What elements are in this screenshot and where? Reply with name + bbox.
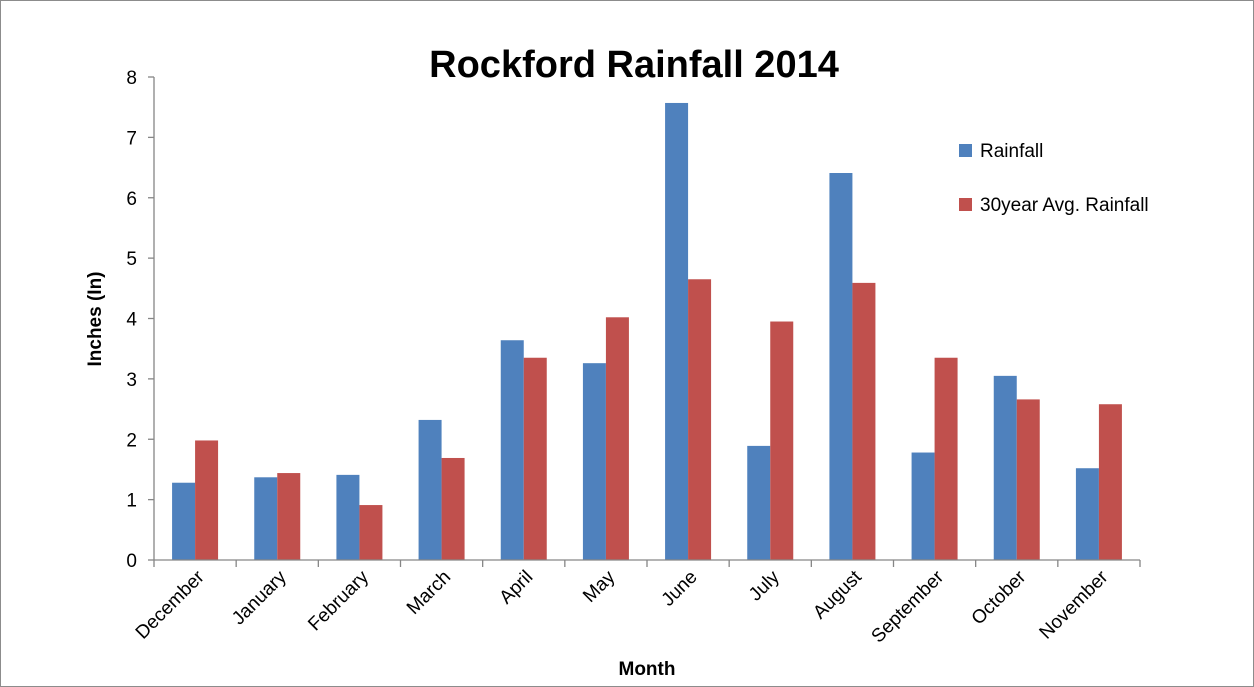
- x-tick-label-july: July: [745, 566, 784, 605]
- legend: Rainfall 30year Avg. Rainfall: [959, 141, 1149, 216]
- bar-rainfall-january: [254, 477, 278, 560]
- x-axis-title: Month: [619, 659, 676, 680]
- x-tick-label-august: August: [809, 566, 866, 623]
- x-tick-label-may: May: [579, 566, 620, 607]
- bar-rainfall-september: [911, 452, 935, 560]
- chart-title: Rockford Rainfall 2014: [429, 44, 839, 86]
- bar-rainfall-march: [418, 419, 442, 560]
- bar-avg-january: [277, 473, 301, 560]
- x-tick-label-december: December: [132, 566, 209, 643]
- bar-avg-may: [605, 317, 629, 560]
- bar-rainfall-may: [582, 363, 606, 560]
- y-tick-label: 3: [126, 370, 137, 391]
- bar-rainfall-july: [747, 445, 771, 560]
- y-tick-label: 2: [126, 430, 137, 451]
- bars-group: [172, 102, 1122, 561]
- x-tick-label-november: November: [1036, 566, 1113, 643]
- bar-rainfall-february: [336, 474, 360, 560]
- y-tick-label: 7: [126, 128, 137, 149]
- x-tick-label-september: September: [868, 566, 949, 647]
- x-tick-label-june: June: [658, 567, 702, 611]
- y-tick-label: 1: [126, 491, 137, 512]
- bar-avg-june: [688, 279, 712, 560]
- bar-avg-february: [359, 505, 383, 560]
- x-tick-label-february: February: [304, 566, 373, 635]
- bar-avg-october: [1016, 399, 1040, 560]
- bar-avg-july: [770, 321, 794, 560]
- bar-rainfall-april: [500, 340, 524, 560]
- bar-avg-august: [852, 282, 876, 560]
- bar-rainfall-october: [993, 375, 1017, 560]
- y-tick-label: 5: [126, 249, 137, 270]
- x-tick-label-april: April: [496, 567, 538, 609]
- bar-avg-november: [1098, 404, 1122, 560]
- bar-rainfall-june: [665, 102, 689, 561]
- x-tick-label-march: March: [403, 567, 455, 619]
- y-tick-label: 8: [126, 68, 137, 89]
- y-tick-label: 4: [126, 310, 137, 331]
- bar-rainfall-december: [172, 482, 196, 560]
- bar-avg-september: [934, 357, 958, 560]
- bar-rainfall-august: [829, 173, 853, 560]
- y-tick-label: 6: [126, 189, 137, 210]
- legend-swatch-avg: [959, 198, 972, 211]
- y-axis-title: Inches (In): [85, 271, 106, 366]
- bar-avg-december: [195, 440, 219, 560]
- legend-swatch-rainfall: [959, 144, 972, 157]
- legend-label-avg: 30year Avg. Rainfall: [980, 195, 1149, 216]
- bar-avg-march: [441, 457, 465, 560]
- bar-rainfall-november: [1075, 468, 1099, 560]
- x-tick-label-october: October: [968, 566, 1031, 629]
- legend-label-rainfall: Rainfall: [980, 141, 1043, 162]
- y-tick-label: 0: [126, 551, 137, 572]
- bar-avg-april: [523, 357, 547, 560]
- x-tick-label-january: January: [228, 566, 291, 629]
